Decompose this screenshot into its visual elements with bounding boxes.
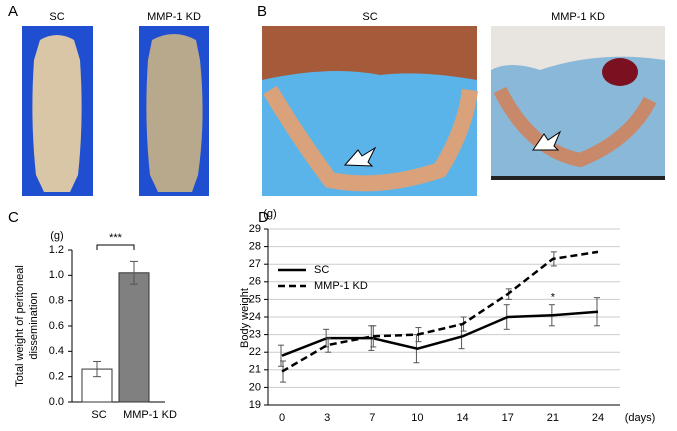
y-tick-label: 0.4	[49, 345, 64, 357]
y-tick-label: 28	[249, 241, 261, 253]
photo-caption: SC	[362, 11, 377, 23]
line	[281, 250, 599, 373]
intestine	[262, 26, 477, 80]
x-tick-label: 10	[411, 412, 423, 424]
mouse	[146, 34, 203, 192]
y-tick-label: 0.2	[49, 371, 64, 383]
intestine	[493, 86, 657, 168]
x-unit: (days)	[625, 412, 656, 424]
y-unit: (g)	[263, 208, 276, 220]
y-tick-label: 1.2	[49, 244, 64, 256]
x-tick-label: 3	[324, 412, 330, 424]
x-tick-label: 14	[456, 412, 468, 424]
significance: *	[551, 292, 556, 304]
ruler	[491, 176, 665, 180]
bar	[118, 272, 150, 403]
organ	[602, 58, 638, 86]
x-tick-label: 24	[592, 412, 604, 424]
x-tick-label: 7	[369, 412, 375, 424]
y-tick-label: 0.0	[49, 396, 64, 408]
y-tick-label: 23	[249, 329, 261, 341]
panel-label: A	[8, 3, 18, 20]
y-tick-label: 21	[249, 364, 261, 376]
arrow	[343, 146, 377, 167]
y-tick-label: 25	[249, 293, 261, 305]
y-axis-label: Body weight	[239, 288, 251, 348]
y-tick-label: 27	[249, 258, 261, 270]
photo-caption: MMP-1 KD	[551, 11, 605, 23]
photo-caption: MMP-1 KD	[147, 11, 201, 23]
x-tick-label: MMP-1 KD	[123, 409, 177, 421]
y-tick-label: 29	[249, 223, 261, 235]
y-tick-label: 24	[249, 311, 261, 323]
panel-label: C	[8, 209, 19, 226]
significance-bracket	[96, 244, 135, 250]
photo-caption: SC	[49, 11, 64, 23]
arrow	[532, 130, 562, 151]
legend-label: SC	[314, 264, 329, 276]
x-tick-label: 21	[547, 412, 559, 424]
y-tick-label: 20	[249, 381, 261, 393]
x-tick-label: 0	[279, 412, 285, 424]
y-axis-label: Total weight of peritoneal	[14, 265, 26, 387]
y-tick-label: 22	[249, 346, 261, 358]
y-axis-label: dissemination	[28, 292, 40, 359]
panel-label: B	[257, 3, 267, 20]
x-tick-label: SC	[91, 409, 106, 421]
mouse	[32, 35, 82, 192]
y-tick-label: 19	[249, 399, 261, 411]
background	[491, 26, 665, 70]
y-tick-label: 1.0	[49, 269, 64, 281]
significance: ***	[109, 232, 123, 244]
x-tick-label: 17	[502, 412, 514, 424]
panel-label: D	[258, 209, 269, 226]
line	[281, 310, 599, 357]
y-tick-label: 26	[249, 276, 261, 288]
legend-label: MMP-1 KD	[314, 280, 368, 292]
intestine	[263, 85, 478, 192]
y-unit: (g)	[50, 230, 63, 242]
y-tick-label: 0.8	[49, 295, 64, 307]
y-tick-label: 0.6	[49, 320, 64, 332]
